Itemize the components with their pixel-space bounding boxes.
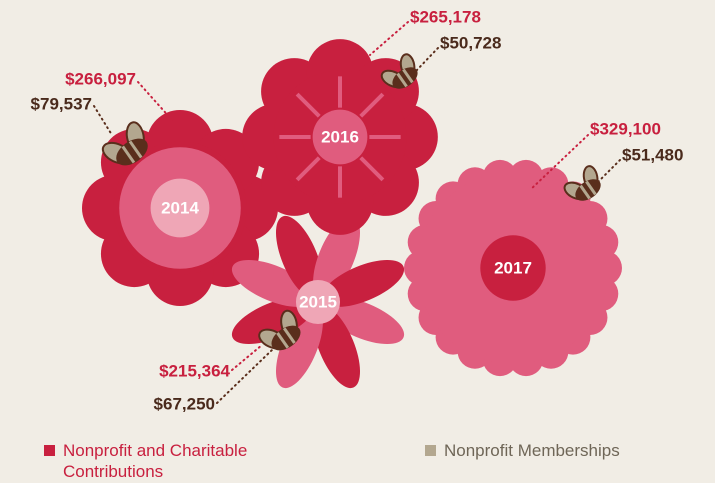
flower-center [150, 178, 210, 238]
petal [231, 297, 315, 345]
bee-body [392, 67, 418, 89]
petal [275, 215, 323, 299]
leader-line [529, 134, 589, 191]
ray [295, 92, 321, 118]
petal [231, 259, 315, 307]
leader-line [231, 344, 263, 371]
year-label: 2014 [161, 198, 199, 217]
legend-label: Nonprofit and Charitable Contributions [63, 441, 248, 481]
flower [404, 159, 622, 377]
bee-stripe [402, 68, 414, 84]
petal [275, 305, 323, 389]
petal [313, 215, 361, 299]
bee [101, 121, 148, 166]
leader-line [414, 47, 439, 73]
flower [231, 215, 405, 389]
bee-stripe [276, 332, 290, 349]
petal [321, 259, 405, 307]
flower [81, 109, 279, 307]
value-label: $265,178 [410, 7, 481, 26]
bee [563, 165, 601, 201]
leader-line [93, 105, 113, 136]
ray [295, 156, 321, 182]
bee-body [575, 179, 601, 201]
ray [359, 156, 385, 182]
bee-stripe [579, 184, 591, 200]
petal [321, 297, 405, 345]
year-label: 2017 [494, 258, 532, 277]
bee-stripe [121, 145, 136, 164]
bee [380, 53, 418, 89]
bee-stripe [128, 140, 143, 159]
legend-swatch [425, 445, 436, 456]
year-label: 2016 [321, 127, 359, 146]
flower-center [312, 109, 368, 165]
value-label: $67,250 [154, 394, 215, 413]
chart: 2014 $266,097 $79,537 2015 $215,364 $67,250 20… [31, 7, 684, 413]
bee [258, 309, 301, 351]
value-label: $266,097 [65, 69, 136, 88]
value-label: $50,728 [440, 33, 501, 52]
flower-center [295, 279, 341, 325]
value-label: $79,537 [31, 94, 92, 113]
bee-body [116, 138, 148, 166]
bee-stripe [282, 327, 296, 344]
bee-stripe [585, 180, 597, 196]
year-label: 2015 [299, 292, 337, 311]
flower-center [480, 235, 546, 301]
legend-item: Nonprofit and Charitable Contributions [44, 440, 344, 482]
leader-line [137, 81, 173, 121]
legend-label: Nonprofit Memberships [444, 441, 620, 460]
legend-swatch [44, 445, 55, 456]
value-label: $215,364 [159, 361, 230, 380]
value-label: $329,100 [590, 119, 661, 138]
ray [359, 92, 385, 118]
leader-line [597, 159, 621, 183]
bee-stripe [396, 72, 408, 88]
bee-body [271, 325, 301, 351]
legend-item: Nonprofit Memberships [425, 440, 620, 461]
leader-line [369, 21, 409, 56]
value-label: $51,480 [622, 145, 683, 164]
petal [313, 305, 361, 389]
